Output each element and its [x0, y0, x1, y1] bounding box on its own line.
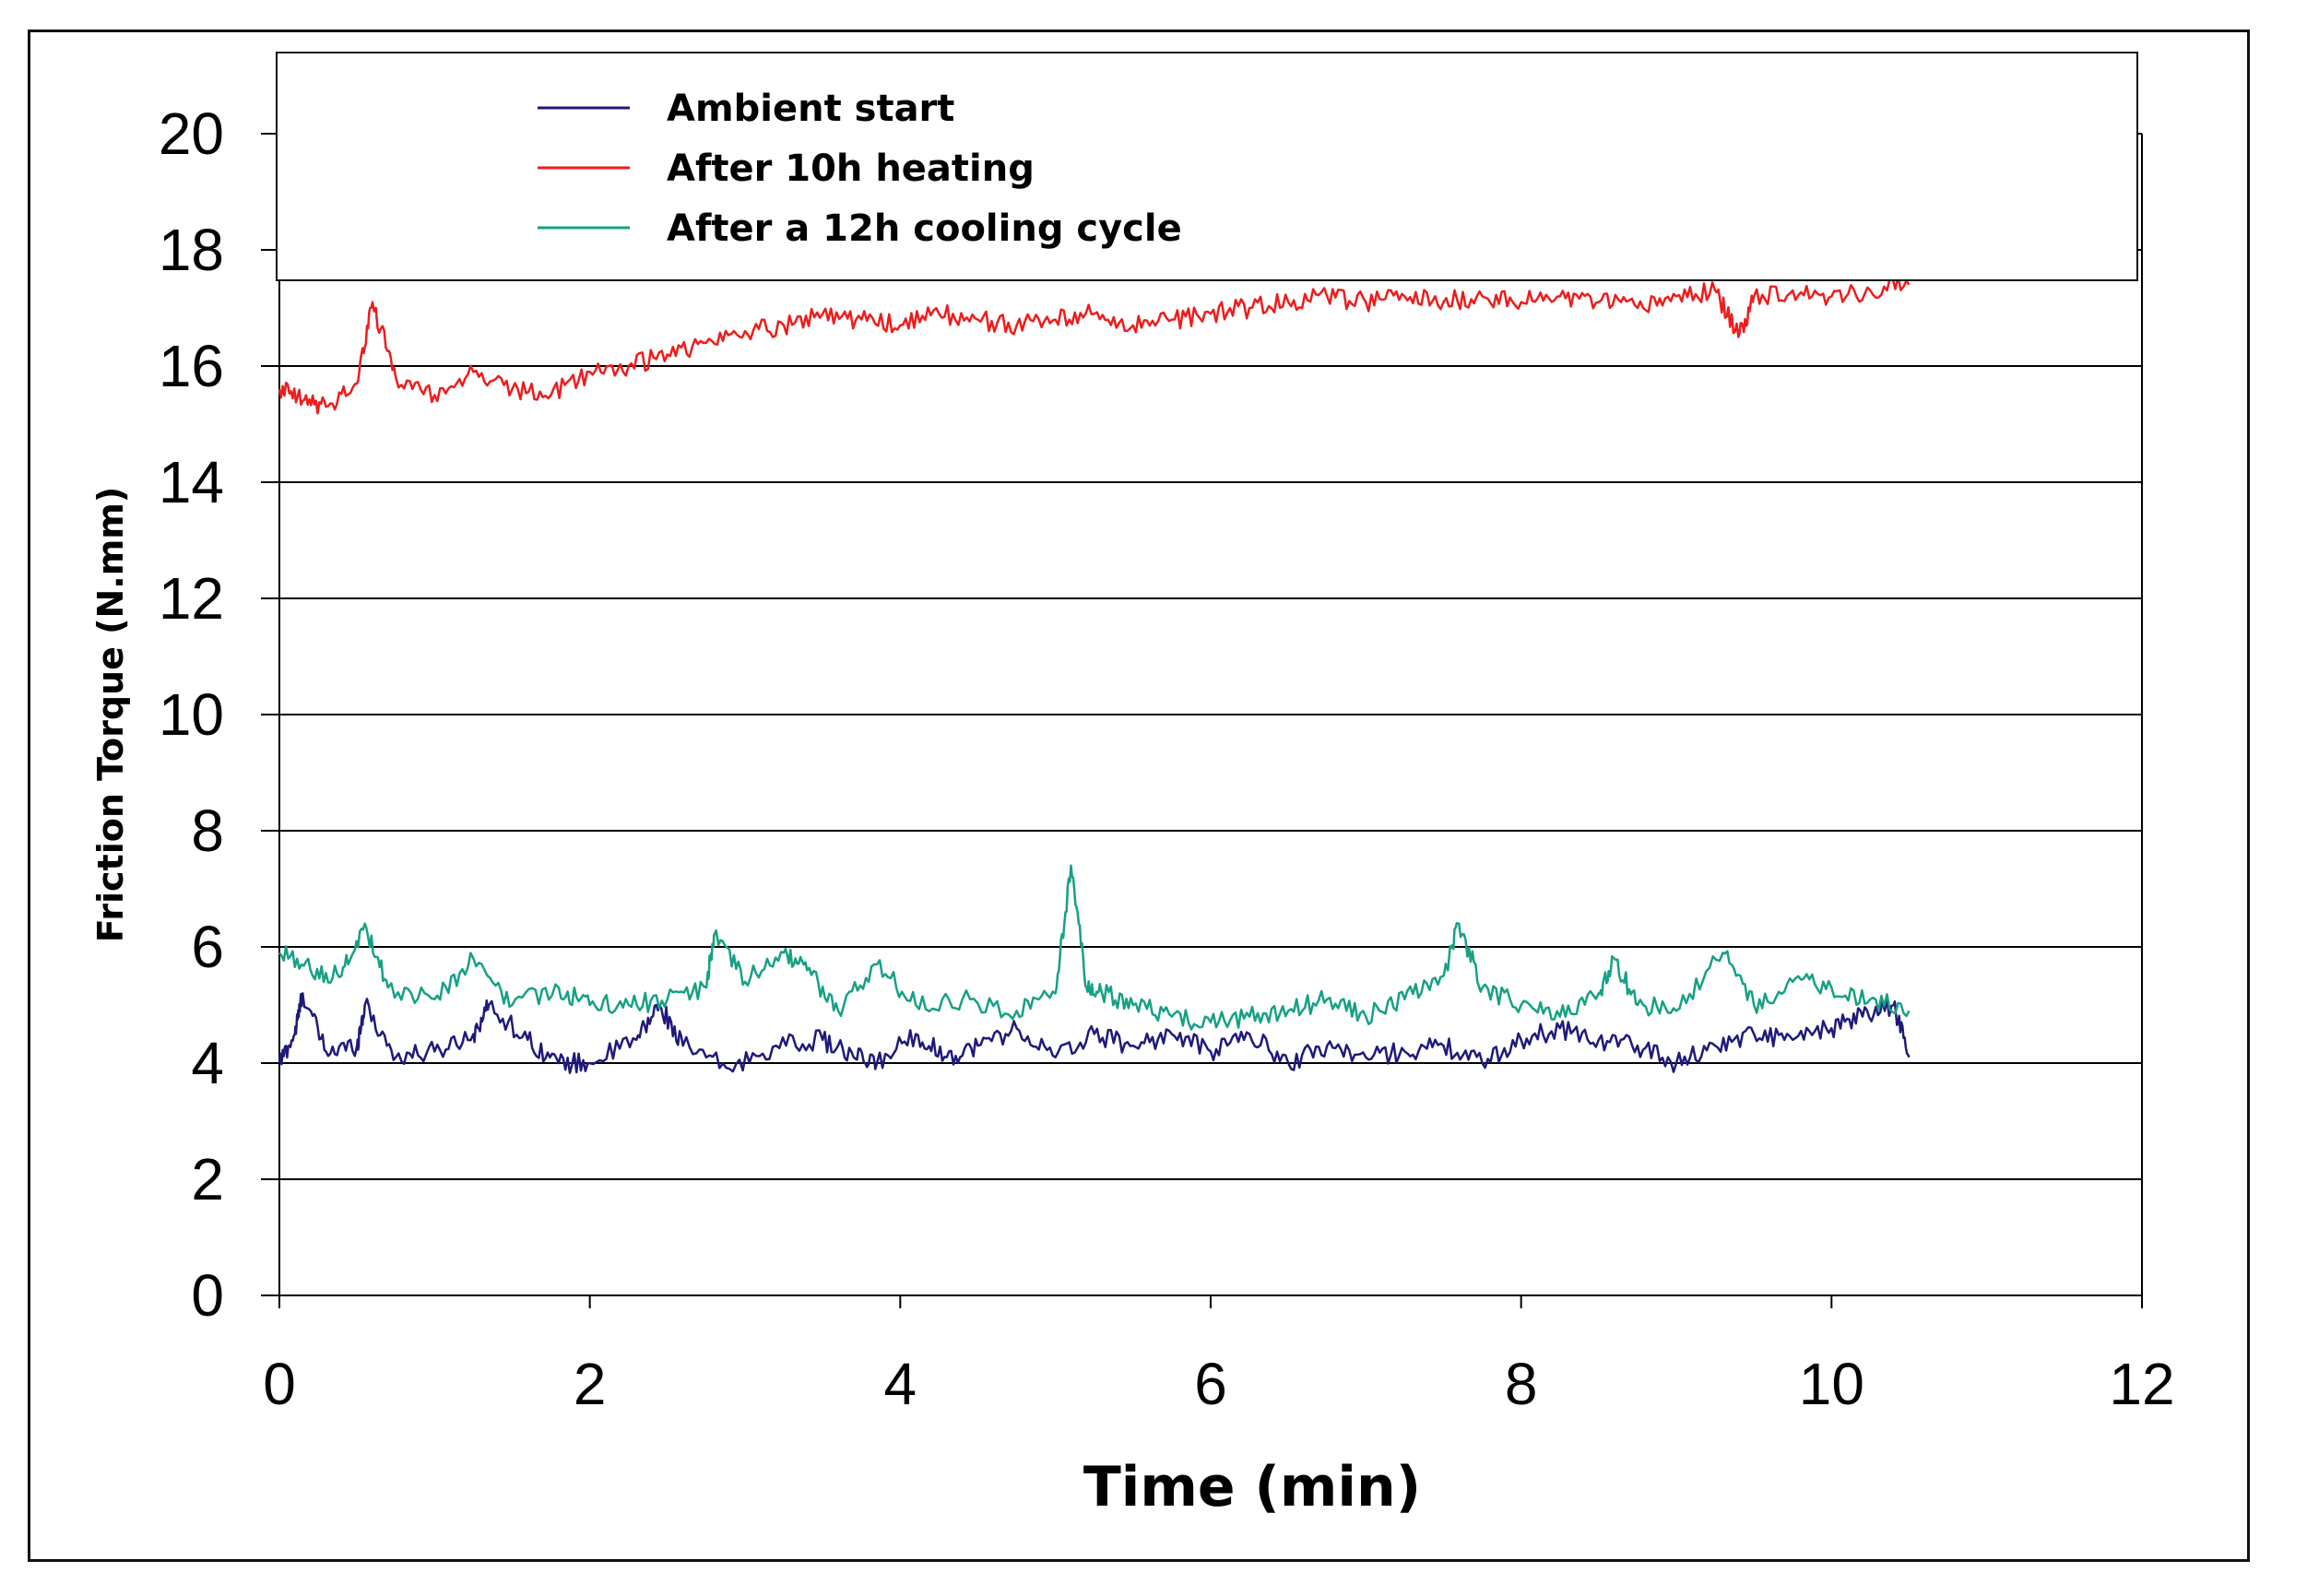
x-axis-title: Time (min) — [1083, 1455, 1421, 1519]
axes: 0 2 4 6 8 10 12 14 16 18 20 0 2 4 6 8 10 12 — [159, 100, 2175, 1417]
y-tick-label: 10 — [159, 681, 224, 748]
chart-svg: 0 2 4 6 8 10 12 14 16 18 20 0 2 4 6 8 10 12 Time (min) Fr… — [90, 52, 2175, 1519]
x-tick-label: 8 — [1505, 1351, 1538, 1417]
y-tick-label: 8 — [191, 798, 224, 864]
y-tick-label: 14 — [159, 449, 224, 515]
y-tick-label: 2 — [191, 1146, 224, 1212]
y-tick-label: 4 — [191, 1030, 224, 1096]
x-tick-label: 12 — [2109, 1351, 2174, 1417]
y-tick-label: 12 — [159, 565, 224, 632]
legend: Ambient start After 10h heating After a 12… — [276, 52, 2138, 281]
legend-label-1: Ambient start — [667, 88, 954, 130]
x-tick-label: 4 — [884, 1351, 917, 1417]
y-tick-label: 20 — [159, 100, 224, 167]
legend-label-2: After 10h heating — [667, 148, 1035, 190]
chart-frame: 0 2 4 6 8 10 12 14 16 18 20 0 2 4 6 8 10 12 Time (min) Fr… — [28, 30, 2250, 1562]
x-tick-label: 0 — [263, 1351, 296, 1417]
series-lines — [278, 276, 1911, 1074]
x-tick-label: 2 — [574, 1351, 607, 1417]
y-tick-label: 18 — [159, 217, 224, 283]
y-tick-label: 6 — [191, 914, 224, 980]
x-tick-label: 10 — [1799, 1351, 1864, 1417]
y-tick-label: 0 — [191, 1262, 224, 1329]
series-line-3 — [278, 864, 1911, 1031]
series-line-1 — [278, 992, 1911, 1074]
x-tick-label: 6 — [1194, 1351, 1227, 1417]
y-axis-title: Friction Torque (N.mm) — [90, 487, 131, 943]
legend-label-3: After a 12h cooling cycle — [667, 207, 1182, 250]
series-line-2 — [278, 276, 1911, 415]
y-tick-label: 16 — [159, 333, 224, 399]
